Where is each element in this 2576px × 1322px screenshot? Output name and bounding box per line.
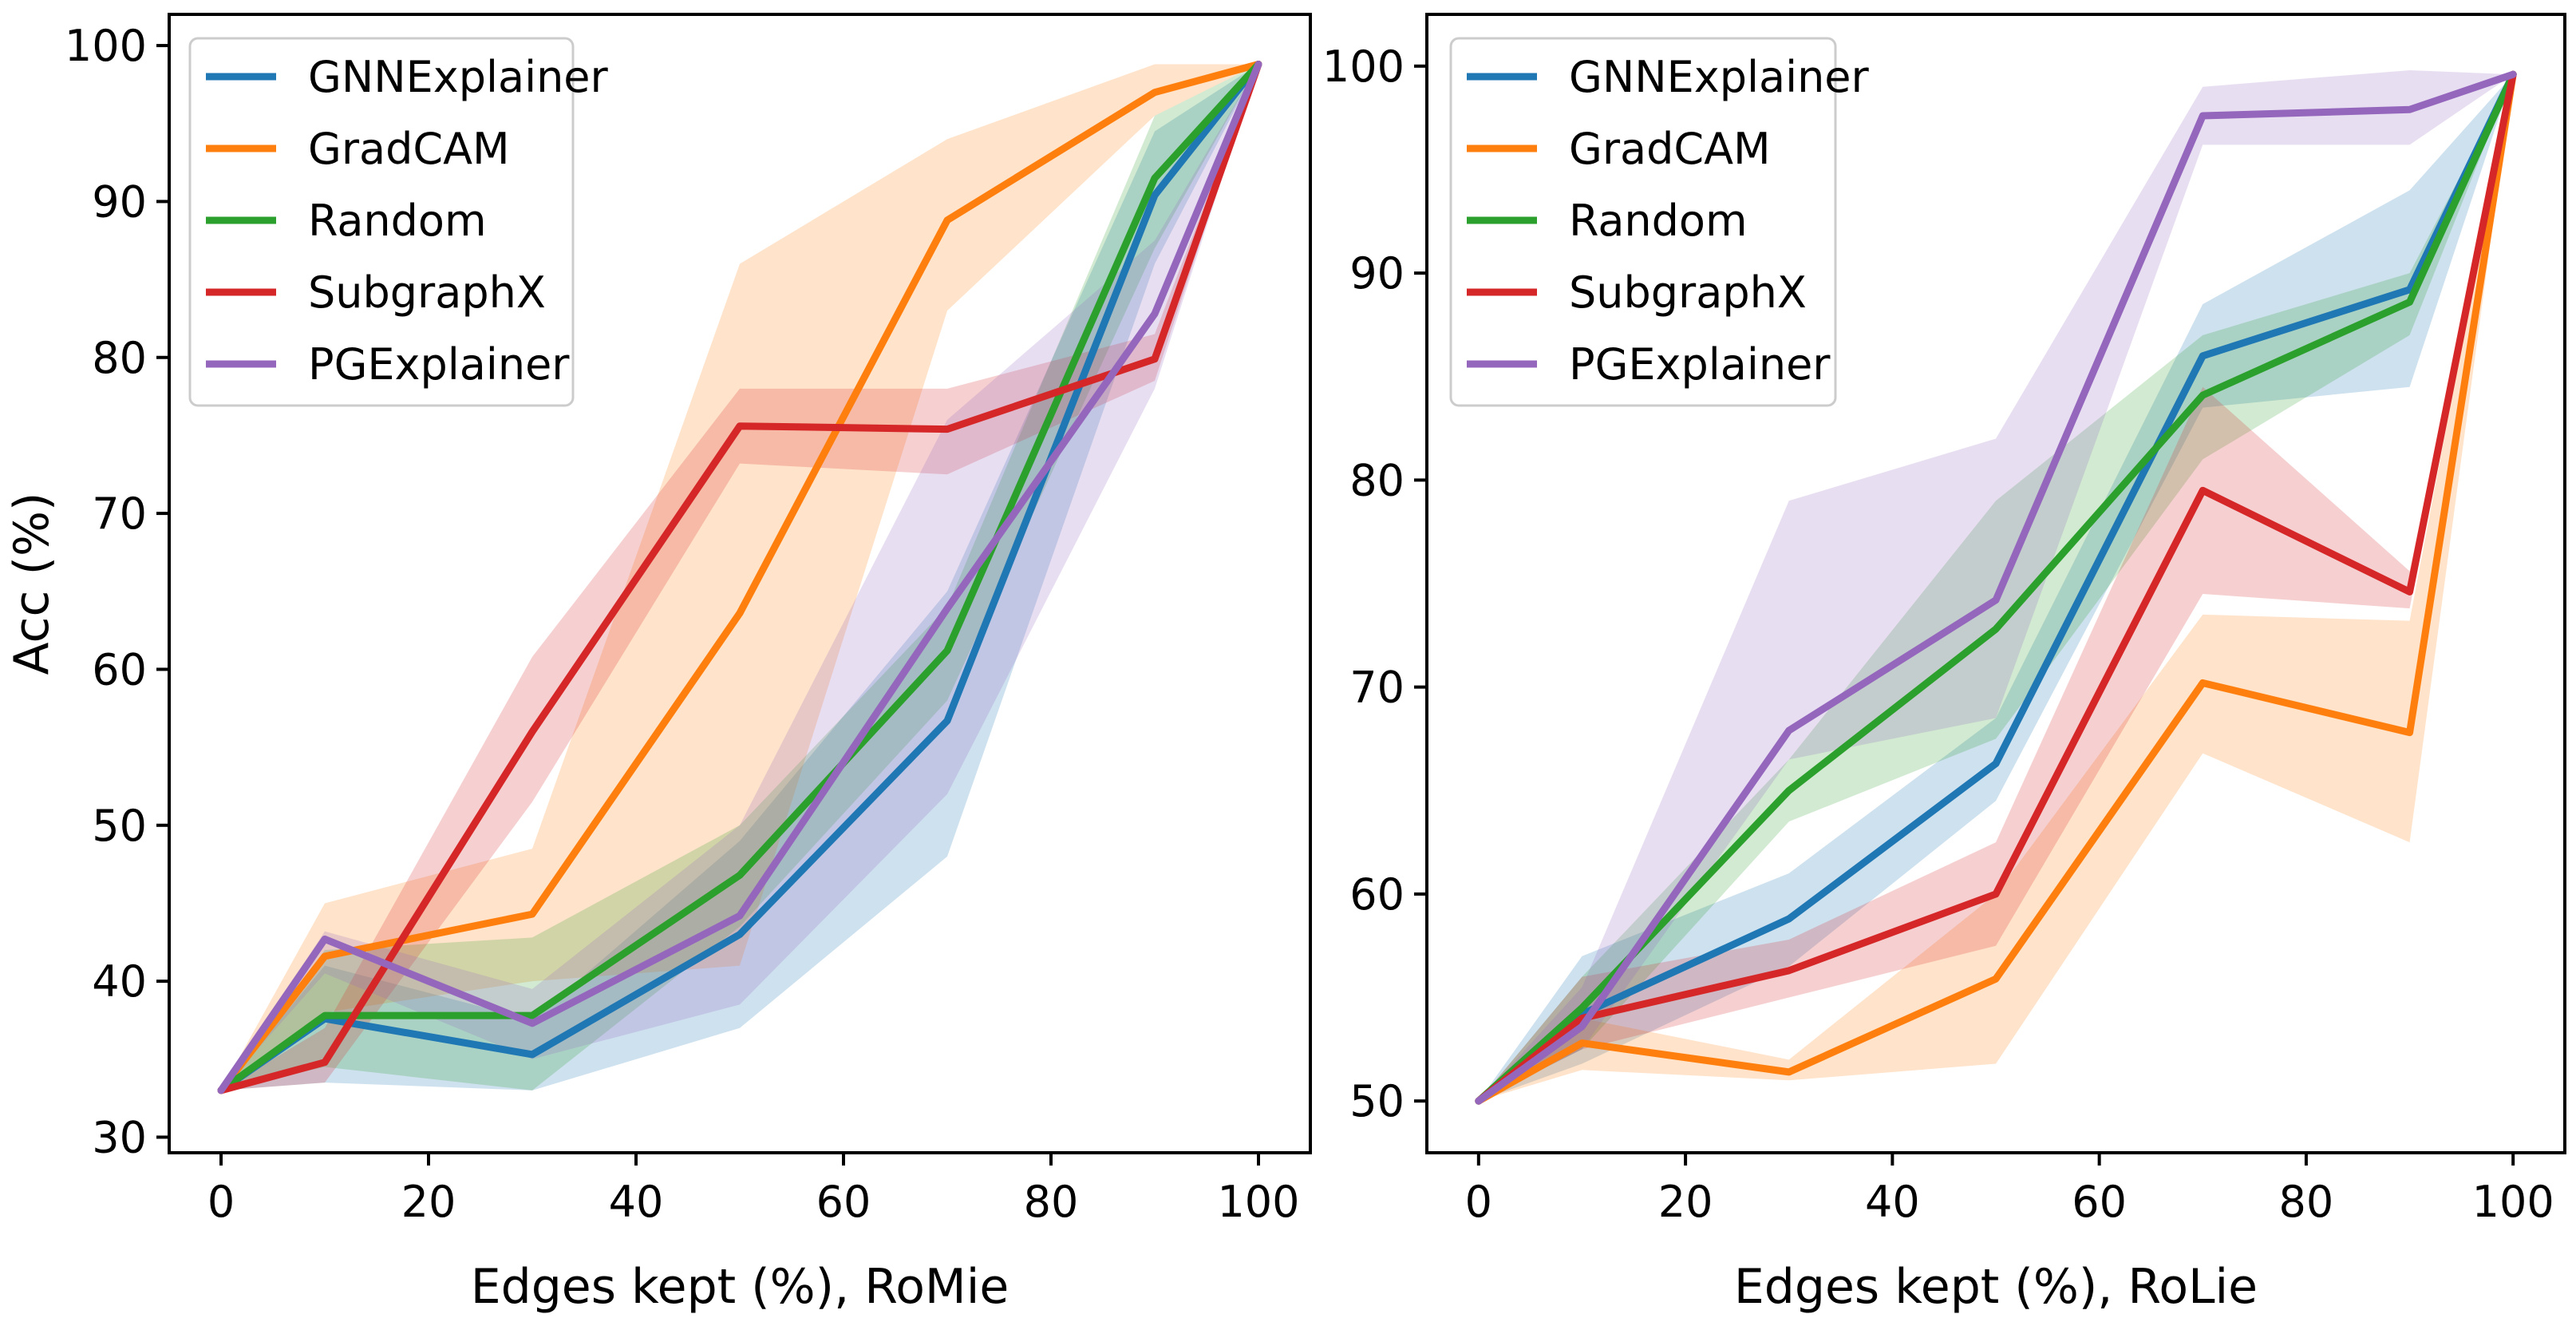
plot-area xyxy=(1475,70,2517,1105)
x-tick-label: 100 xyxy=(2472,1177,2554,1227)
x-tick-label: 100 xyxy=(1217,1177,1299,1227)
x-tick-label: 60 xyxy=(816,1177,871,1227)
legend-label-gnnexplainer: GNNExplainer xyxy=(1569,52,1870,102)
x-tick-label: 60 xyxy=(2072,1177,2127,1227)
x-tick-label: 80 xyxy=(1024,1177,1079,1227)
y-tick-label: 90 xyxy=(92,176,147,227)
left-chart-panel: 0 20 40 60 80 100 30 40 50 60 70 80 90 100 Edges kept … xyxy=(4,13,1312,1315)
y-tick-label: 70 xyxy=(92,489,147,539)
legend-label-gradcam: GradCAM xyxy=(308,124,510,174)
legend-box xyxy=(1449,37,1837,407)
y-tick-label: 40 xyxy=(92,956,147,1007)
x-tick-label: 20 xyxy=(1658,1177,1713,1227)
legend-label-subgraphx: SubgraphX xyxy=(1569,267,1807,318)
x-tick-label: 20 xyxy=(401,1177,456,1227)
y-axis-label: Acc (%) xyxy=(4,493,60,675)
band-pgexplainer xyxy=(221,64,1258,1090)
plot-area xyxy=(217,61,1262,1094)
band-pgexplainer xyxy=(1478,70,2514,1102)
band-gnnexplainer xyxy=(1478,74,2514,1102)
right-chart-panel: 0 20 40 60 80 100 50 60 70 80 90 100 Edges kept (%),… xyxy=(1322,13,2566,1315)
y-tick-label: 50 xyxy=(92,801,147,851)
y-tick-label: 100 xyxy=(65,21,147,71)
legend: GNNExplainer GradCAM Random SubgraphX PGExpl… xyxy=(188,37,609,407)
legend: GNNExplainer GradCAM Random SubgraphX PGExpl… xyxy=(1449,37,1870,407)
x-tick-label: 80 xyxy=(2279,1177,2334,1227)
y-tick-label: 80 xyxy=(92,333,147,383)
band-subgraphx xyxy=(221,64,1258,1090)
band-random xyxy=(221,64,1258,1090)
y-tick-label: 60 xyxy=(1349,869,1405,920)
y-tick-label: 100 xyxy=(1322,42,1405,92)
x-axis-label: Edges kept (%), RoMie xyxy=(471,1259,1009,1315)
legend-label-random: Random xyxy=(1569,196,1748,246)
y-tick-label: 70 xyxy=(1349,663,1405,713)
band-gnnexplainer xyxy=(221,64,1258,1090)
y-tick-label: 50 xyxy=(1349,1076,1405,1126)
legend-label-pgexplainer: PGExplainer xyxy=(1569,339,1831,390)
x-tick-label: 40 xyxy=(1865,1177,1920,1227)
x-tick-label: 0 xyxy=(1465,1177,1492,1227)
band-gradcam xyxy=(221,64,1258,1090)
axes-frame xyxy=(168,13,1312,1154)
y-tick-label: 60 xyxy=(92,644,147,695)
axes-frame xyxy=(1425,13,2566,1154)
legend-label-subgraphx: SubgraphX xyxy=(308,267,546,318)
legend-label-random: Random xyxy=(308,196,487,246)
legend-label-gradcam: GradCAM xyxy=(1569,124,1771,174)
legend-box xyxy=(188,37,575,407)
x-axis-label: Edges kept (%), RoLie xyxy=(1734,1259,2258,1315)
x-tick-label: 0 xyxy=(207,1177,235,1227)
y-tick-label: 90 xyxy=(1349,248,1405,299)
legend-label-pgexplainer: PGExplainer xyxy=(308,339,570,390)
y-tick-label: 30 xyxy=(92,1112,147,1162)
x-tick-label: 40 xyxy=(609,1177,664,1227)
legend-label-gnnexplainer: GNNExplainer xyxy=(308,52,609,102)
y-tick-label: 80 xyxy=(1349,455,1405,505)
